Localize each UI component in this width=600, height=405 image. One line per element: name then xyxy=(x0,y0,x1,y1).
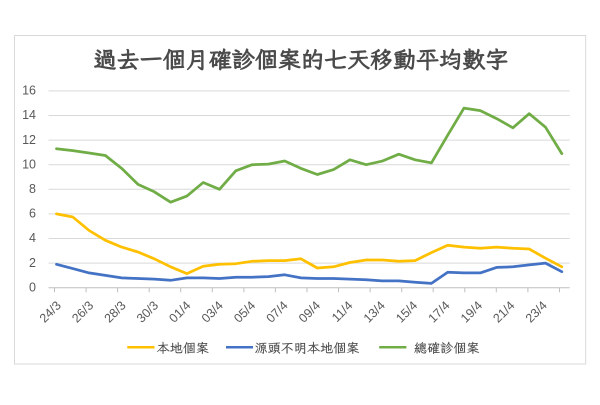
svg-text:8: 8 xyxy=(29,182,36,196)
svg-text:4: 4 xyxy=(29,231,36,245)
svg-text:16: 16 xyxy=(22,84,36,98)
svg-text:0: 0 xyxy=(29,280,36,294)
svg-text:12: 12 xyxy=(22,133,36,147)
svg-text:14: 14 xyxy=(22,108,36,122)
svg-text:2: 2 xyxy=(29,256,36,270)
svg-text:6: 6 xyxy=(29,207,36,221)
svg-text:10: 10 xyxy=(22,157,36,171)
